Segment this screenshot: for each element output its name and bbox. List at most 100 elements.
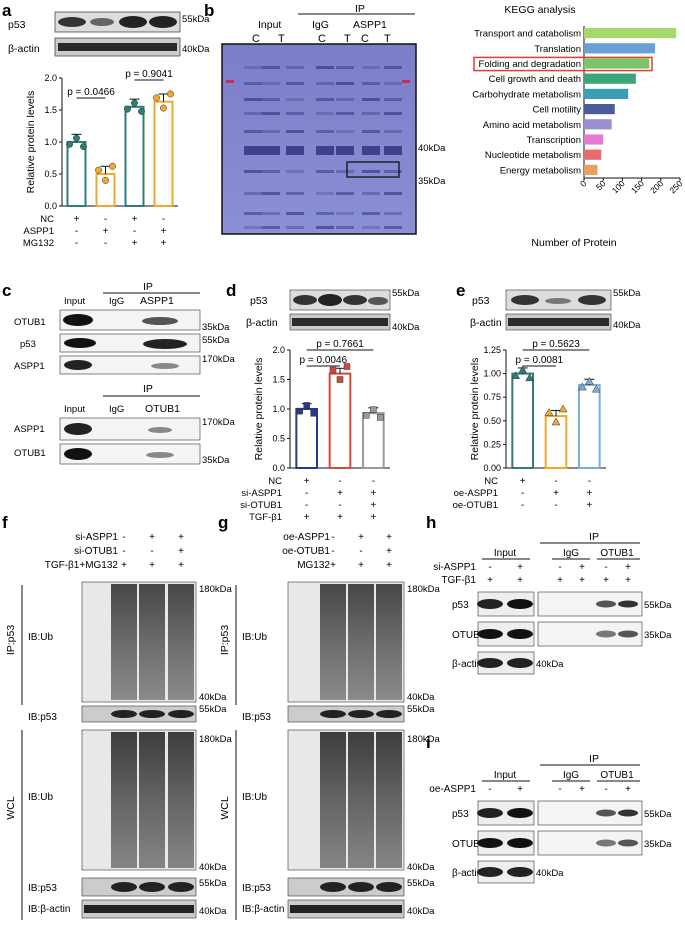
kda-label: 170kDa bbox=[202, 354, 235, 365]
gel-band bbox=[316, 212, 334, 215]
condition-sign: + bbox=[149, 560, 155, 571]
condition-sign: + bbox=[579, 562, 585, 573]
lane-label: C bbox=[361, 33, 369, 45]
kda-label: 55kDa bbox=[644, 809, 672, 820]
gel-band bbox=[336, 146, 354, 152]
igg-label: IgG bbox=[109, 296, 124, 307]
band bbox=[292, 318, 388, 326]
data-point bbox=[102, 176, 109, 184]
p53-label: p53 bbox=[8, 19, 26, 31]
gel-band bbox=[336, 226, 354, 229]
y-tick-label: 2.0 bbox=[272, 345, 285, 355]
data-point bbox=[577, 382, 587, 391]
category-label: Transport and catabolism bbox=[474, 29, 581, 40]
condition-sign: + bbox=[103, 226, 109, 237]
kda-label: 55kDa bbox=[407, 704, 435, 715]
condition-sign: + bbox=[358, 532, 364, 543]
gel-band bbox=[362, 98, 380, 101]
gel-band bbox=[384, 98, 402, 101]
panel-letter-i: i bbox=[426, 733, 431, 752]
gel-band bbox=[384, 112, 402, 115]
condition-label: MG132 bbox=[297, 560, 330, 571]
igg-label: IgG bbox=[312, 19, 329, 31]
ub-smear bbox=[348, 732, 374, 868]
coomassie-gel bbox=[221, 43, 417, 235]
band bbox=[111, 710, 137, 718]
gel-band bbox=[362, 192, 380, 195]
band bbox=[348, 882, 374, 892]
band bbox=[618, 600, 638, 608]
y-tick-label: 0.5 bbox=[44, 169, 57, 179]
panel-i: i IP Input IgG OTUB1 oe-ASPP1 - + - + - + p53 55kDa O… bbox=[426, 733, 672, 884]
data-point bbox=[336, 376, 344, 383]
blot-label: ASPP1 bbox=[14, 361, 45, 372]
gel-band bbox=[384, 82, 402, 85]
condition-sign: - bbox=[521, 488, 524, 499]
ip-label: IP bbox=[355, 3, 365, 15]
x-tick-label: 50 bbox=[594, 178, 608, 192]
gel-band bbox=[336, 112, 354, 115]
condition-sign: - bbox=[305, 500, 308, 511]
p53-blot bbox=[54, 11, 181, 33]
panel-a: a p53 55kDa β-actin 40kDa 0.0 0.5 1.0 1.5 2.… bbox=[2, 1, 210, 249]
panel-e: e p53 55kDa β-actin 40kDa 0.000.250.500.… bbox=[453, 281, 642, 511]
gel-band bbox=[244, 192, 262, 195]
ub-smear bbox=[111, 732, 137, 868]
panel-letter-f: f bbox=[2, 513, 8, 532]
band bbox=[507, 838, 533, 848]
kda-label: 40kDa bbox=[613, 320, 641, 331]
data-point bbox=[343, 363, 351, 370]
data-point bbox=[551, 417, 561, 426]
condition-sign: + bbox=[557, 575, 563, 586]
gel-band bbox=[286, 152, 304, 155]
gel-band bbox=[262, 112, 280, 115]
ub-smear bbox=[111, 584, 137, 700]
gel-band bbox=[244, 82, 262, 85]
gel-band bbox=[316, 192, 334, 195]
band bbox=[142, 317, 178, 325]
y-tick-label: 1.0 bbox=[272, 404, 285, 414]
y-axis-label: Relative protein levels bbox=[253, 358, 265, 461]
blot bbox=[59, 443, 201, 465]
band bbox=[63, 314, 93, 326]
condition-sign: - bbox=[558, 784, 561, 795]
bar bbox=[584, 58, 650, 69]
condition-sign: + bbox=[586, 488, 592, 499]
kda-label: 40kDa bbox=[418, 143, 446, 154]
data-point bbox=[296, 407, 303, 415]
data-point bbox=[558, 404, 568, 413]
gel-band bbox=[316, 170, 334, 173]
gel-band bbox=[244, 152, 262, 155]
band bbox=[477, 599, 503, 609]
condition-label: oe-OTUB1 bbox=[453, 500, 498, 511]
bar bbox=[584, 149, 602, 160]
category-label: Amino acid metabolism bbox=[483, 120, 581, 131]
x-tick-label: 150 bbox=[629, 178, 646, 195]
blot-label: OTUB1 bbox=[14, 448, 46, 459]
band bbox=[368, 297, 388, 305]
p-value: p = 0.9041 bbox=[125, 69, 173, 80]
kda-label: 180kDa bbox=[407, 584, 440, 595]
ub-smear bbox=[139, 732, 165, 868]
band bbox=[318, 294, 342, 306]
category-label: Cell motility bbox=[532, 105, 581, 116]
condition-sign: - bbox=[604, 784, 607, 795]
condition-sign: + bbox=[517, 784, 523, 795]
gel-band bbox=[384, 170, 402, 173]
y-axis-label: Relative protein levels bbox=[25, 91, 37, 194]
igg-label: IgG bbox=[563, 548, 579, 559]
bar-chart-a: 0.0 0.5 1.0 1.5 2.0 Relative protein levels NC… bbox=[23, 69, 178, 249]
x-tick-label: 250 bbox=[667, 178, 684, 195]
condition-label: TGF-β1+MG132 bbox=[45, 560, 119, 571]
kda-label: 180kDa bbox=[199, 584, 232, 595]
data-point bbox=[591, 384, 601, 393]
condition-sign: - bbox=[558, 562, 561, 573]
data-point bbox=[511, 371, 521, 379]
gel-band bbox=[262, 130, 280, 133]
data-point bbox=[329, 366, 337, 374]
kda-label: 55kDa bbox=[182, 14, 210, 25]
gel-band bbox=[286, 112, 304, 115]
band bbox=[58, 43, 177, 51]
bar bbox=[362, 412, 385, 470]
